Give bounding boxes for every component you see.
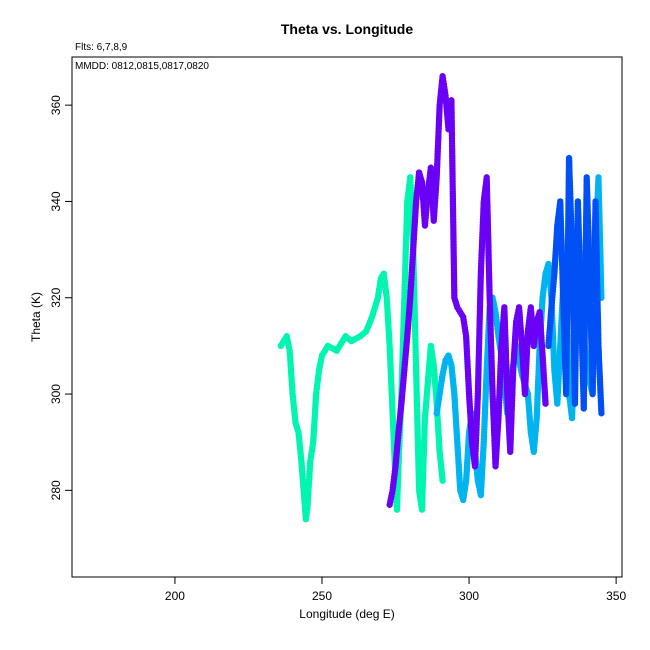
y-axis: 280 300 320 340 360 bbox=[49, 95, 73, 500]
y-tick-label: 320 bbox=[49, 287, 63, 307]
y-axis-label: Theta (K) bbox=[29, 292, 43, 342]
series-1 bbox=[277, 174, 446, 523]
x-tick-label: 350 bbox=[606, 589, 626, 603]
x-tick-label: 300 bbox=[459, 589, 479, 603]
x-tick-label: 200 bbox=[165, 589, 185, 603]
data-point bbox=[542, 400, 549, 407]
series-3 bbox=[386, 73, 549, 508]
data-point bbox=[598, 410, 605, 417]
y-tick-label: 340 bbox=[49, 191, 63, 211]
chart-annotation: MMDD: 0812,0815,0817,0820 bbox=[75, 61, 209, 72]
y-tick-label: 300 bbox=[49, 384, 63, 404]
data-point bbox=[439, 477, 446, 484]
y-tick-label: 280 bbox=[49, 480, 63, 500]
x-axis: 200 250 300 350 bbox=[165, 576, 626, 603]
x-axis-label: Longitude (deg E) bbox=[299, 607, 394, 621]
points-layer bbox=[277, 73, 605, 523]
series-4 bbox=[545, 154, 605, 417]
x-tick-label: 250 bbox=[312, 589, 332, 603]
chart-title: Theta vs. Longitude bbox=[281, 21, 413, 37]
y-tick-label: 360 bbox=[49, 95, 63, 115]
chart-subtitle: Flts: 6,7,8,9 bbox=[75, 42, 128, 53]
